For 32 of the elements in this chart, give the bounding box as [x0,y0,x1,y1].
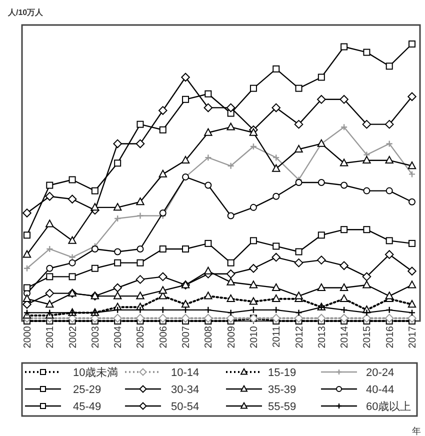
x-tick-label: 2015 [362,326,374,348]
legend-label: 35-39 [268,384,296,396]
legend-label: 10歳未満 [73,366,118,379]
x-tick-label: 2009 [226,326,238,348]
x-tick-label: 2011 [272,326,283,348]
legend-label: 15-19 [268,367,296,379]
legend-label: 30-34 [171,384,200,396]
x-tick-label: 2016 [384,326,396,348]
x-tick-label: 2017 [408,326,418,348]
legend-label: 40-44 [366,384,394,396]
x-tick-label: 2005 [136,326,147,348]
x-tick-label: 2014 [340,326,351,348]
legend-label: 50-54 [171,401,200,413]
legend-label: 60歳以上 [366,400,412,413]
x-tick-label: 2010 [248,326,260,348]
legend-label: 10-14 [171,367,200,379]
x-tick-label: 2008 [204,326,215,348]
x-tick-label: 2013 [316,326,328,348]
legend-label: 20-24 [366,367,394,379]
legend-label: 25-29 [73,384,102,396]
x-tick-label: 2001 [45,326,56,348]
x-tick-label: 2002 [68,326,79,348]
x-tick-label: 2004 [113,326,124,348]
x-tick-label: 2006 [158,326,170,348]
text: 年 [412,426,421,436]
legend-label: 45-49 [73,401,102,413]
legend-label: 55-59 [268,401,296,413]
x-tick-label: 2007 [181,326,192,348]
x-tick-label: 2003 [90,326,102,348]
x-tick-label: 2000 [22,326,34,348]
x-tick-label: 2012 [294,326,306,348]
y-axis-title: 人/10万人 [7,8,44,17]
